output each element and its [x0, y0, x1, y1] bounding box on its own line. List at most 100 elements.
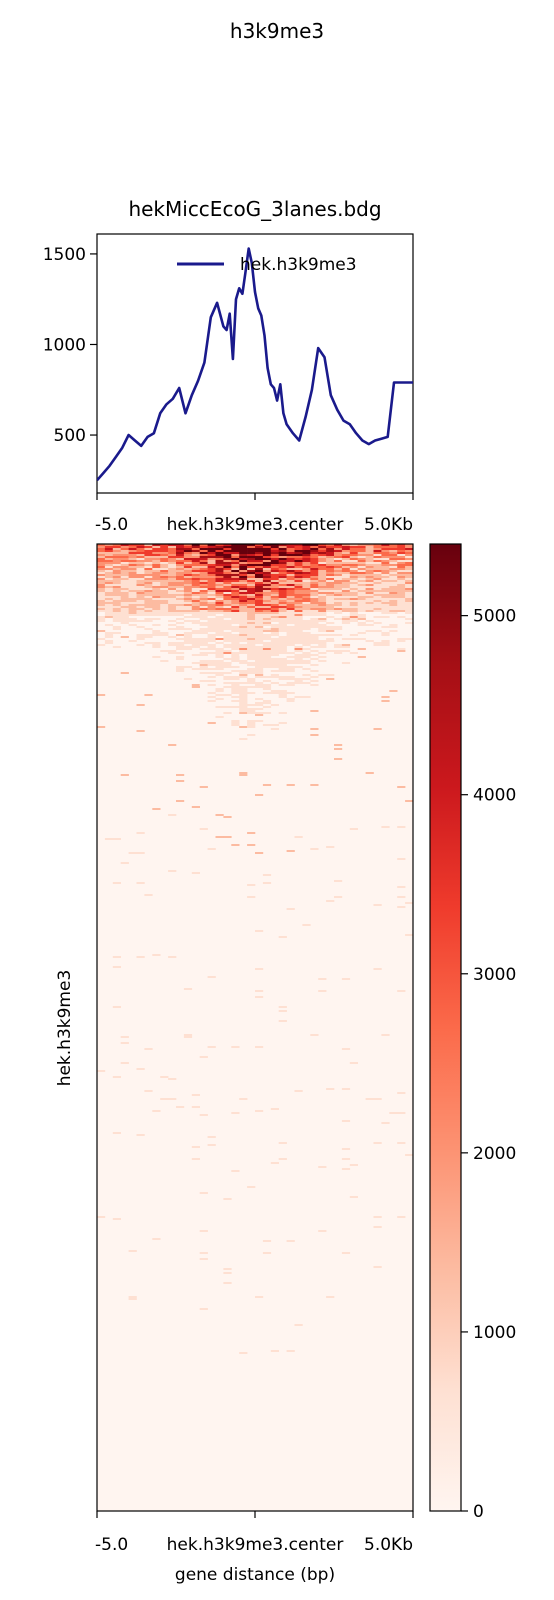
heatmap-cell: [207, 548, 216, 550]
heatmap-cell: [255, 642, 264, 644]
heatmap-cell: [349, 570, 358, 572]
figure-suptitle: h3k9me3: [230, 19, 324, 43]
heatmap-cell: [373, 598, 382, 600]
heatmap-cell: [215, 552, 224, 554]
heatmap-cell: [144, 614, 153, 616]
heatmap-cell: [262, 546, 272, 548]
heatmap-cell: [223, 548, 232, 550]
heatmap-cell: [199, 644, 208, 646]
heatmap-cell: [286, 614, 295, 616]
heatmap-cell: [255, 580, 264, 582]
heatmap-cell: [262, 676, 272, 678]
heatmap-cell: [262, 578, 272, 580]
heatmap-cell: [278, 642, 287, 644]
heatmap-cell: [302, 636, 311, 638]
heatmap-cell: [168, 620, 177, 622]
heatmap-cell: [310, 572, 319, 574]
heatmap-cell: [239, 1098, 248, 1100]
heatmap-cell: [112, 568, 121, 570]
heatmap-cell: [176, 572, 185, 574]
heatmap-cell: [286, 600, 295, 602]
heatmap-cell: [191, 684, 200, 686]
heatmap-cell: [357, 588, 366, 590]
heatmap-cell: [231, 552, 240, 554]
heatmap-cell: [176, 618, 185, 620]
heatmap-cell: [389, 544, 398, 546]
heatmap-cell: [270, 664, 279, 666]
heatmap-cell: [349, 544, 358, 546]
heatmap-cell: [160, 596, 169, 598]
heatmap-cell: [144, 576, 153, 578]
heatmap-cell: [389, 626, 398, 628]
heatmap-cell: [223, 644, 232, 646]
heatmap-cell: [286, 678, 295, 680]
heatmap-cell: [104, 548, 114, 550]
heatmap-cell: [357, 574, 366, 576]
heatmap-cell: [223, 544, 232, 546]
heatmap-cell: [310, 604, 319, 606]
heatmap-cell: [365, 584, 374, 586]
heatmap-cell: [97, 1070, 106, 1072]
heatmap-cell: [341, 602, 351, 604]
heatmap-cell: [326, 650, 335, 652]
heatmap-cell: [286, 618, 295, 620]
heatmap-cell: [104, 642, 114, 644]
heatmap-cell: [255, 676, 264, 678]
heatmap-cell: [144, 580, 153, 582]
heatmap-cell: [223, 628, 232, 630]
heatmap-cell: [183, 638, 193, 640]
heatmap-cell: [191, 642, 200, 644]
heatmap-cell: [302, 588, 311, 590]
heatmap-cell: [294, 544, 303, 546]
heatmap-cell: [286, 698, 295, 700]
heatmap-cell: [405, 582, 414, 584]
heatmap-cell: [144, 608, 153, 610]
heatmap-cell: [168, 564, 177, 566]
heatmap-cell: [310, 734, 319, 736]
heatmap-cell: [144, 606, 153, 608]
heatmap-cell: [270, 616, 279, 618]
heatmap-cell: [247, 678, 256, 680]
heatmap-cell: [349, 574, 358, 576]
heatmap-cell: [381, 590, 390, 592]
heatmap-cell: [199, 576, 208, 578]
heatmap-cell: [239, 646, 248, 648]
heatmap-cell: [255, 698, 264, 700]
heatmap-cell: [349, 604, 358, 606]
heatmap-cell: [176, 656, 185, 658]
heatmap-cell: [373, 586, 382, 588]
heatmap-cell: [326, 558, 335, 560]
heatmap-cell: [262, 648, 272, 650]
heatmap-cell: [207, 612, 216, 614]
heatmap-cell: [278, 568, 287, 570]
heatmap-cell: [334, 604, 343, 606]
heatmap-cell: [262, 702, 272, 704]
heatmap-cell: [128, 646, 137, 648]
heatmap-cell: [160, 560, 169, 562]
heatmap-cell: [302, 604, 311, 606]
heatmap-cell: [112, 548, 121, 550]
heatmap-cell: [112, 610, 121, 612]
heatmap-cell: [120, 606, 129, 608]
heatmap-cell: [168, 644, 177, 646]
heatmap-cell: [397, 570, 406, 572]
heatmap-cell: [318, 608, 327, 610]
heatmap-cell: [120, 774, 129, 776]
heatmap-cell: [152, 592, 161, 594]
heatmap-cell: [294, 638, 303, 640]
heatmap-cell: [231, 708, 240, 710]
heatmap-cell: [326, 594, 335, 596]
heatmap-cell: [310, 650, 319, 652]
heatmap-cell: [112, 588, 121, 590]
heatmap-cell: [112, 626, 121, 628]
heatmap-cell: [255, 568, 264, 570]
heatmap-cell: [365, 608, 374, 610]
heatmap-cell: [97, 588, 106, 590]
heatmap-cell: [255, 720, 264, 722]
heatmap-cell: [128, 620, 137, 622]
heatmap-cell: [120, 604, 129, 606]
heatmap-cell: [270, 652, 279, 654]
heatmap-cell: [231, 666, 240, 668]
heatmap-cell: [207, 700, 216, 702]
heatmap-cell: [231, 844, 240, 846]
